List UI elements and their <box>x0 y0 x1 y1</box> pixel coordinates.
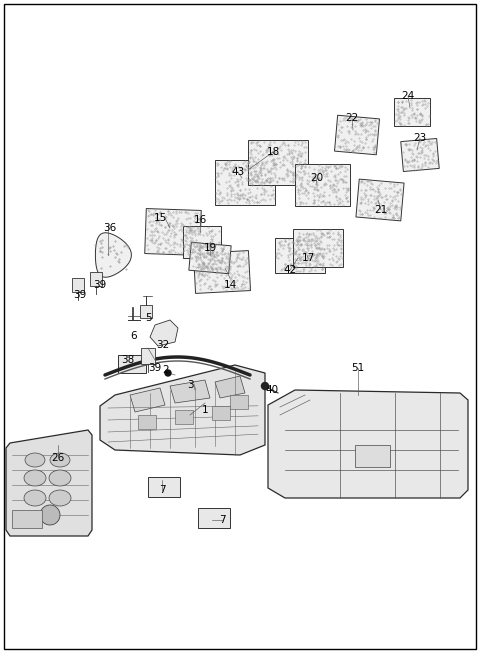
Text: 39: 39 <box>148 363 162 373</box>
Text: 1: 1 <box>202 405 208 415</box>
Text: 39: 39 <box>94 280 107 290</box>
Text: 23: 23 <box>413 133 427 143</box>
Bar <box>12 510 42 528</box>
Polygon shape <box>275 238 325 272</box>
Polygon shape <box>295 164 349 206</box>
Polygon shape <box>335 115 380 155</box>
Text: 40: 40 <box>265 385 278 395</box>
Polygon shape <box>293 229 343 267</box>
Polygon shape <box>183 226 221 258</box>
Text: 15: 15 <box>154 213 167 223</box>
Text: 5: 5 <box>144 313 151 323</box>
Bar <box>212 406 230 420</box>
Text: 24: 24 <box>401 91 415 101</box>
Bar <box>118 355 146 373</box>
Polygon shape <box>100 365 265 455</box>
Ellipse shape <box>49 490 71 506</box>
Polygon shape <box>215 159 275 204</box>
Polygon shape <box>150 320 178 346</box>
Text: 18: 18 <box>266 147 280 157</box>
Polygon shape <box>189 242 231 274</box>
Text: 26: 26 <box>51 453 65 463</box>
Text: 43: 43 <box>231 167 245 177</box>
Text: 38: 38 <box>121 355 134 365</box>
Bar <box>198 508 230 528</box>
Text: 20: 20 <box>311 173 324 183</box>
Polygon shape <box>141 348 155 364</box>
Polygon shape <box>145 208 201 255</box>
Polygon shape <box>140 305 152 318</box>
Ellipse shape <box>24 470 46 486</box>
Text: 32: 32 <box>156 340 169 350</box>
Bar <box>148 477 180 497</box>
Text: 14: 14 <box>223 280 237 290</box>
Text: 19: 19 <box>204 243 216 253</box>
Polygon shape <box>96 232 132 278</box>
Text: 42: 42 <box>283 265 297 275</box>
Polygon shape <box>268 390 468 498</box>
Polygon shape <box>170 380 210 403</box>
Polygon shape <box>401 138 439 172</box>
Circle shape <box>262 383 268 389</box>
Bar <box>175 410 193 424</box>
Polygon shape <box>356 179 404 221</box>
Circle shape <box>165 370 171 376</box>
Text: 6: 6 <box>131 331 137 341</box>
Polygon shape <box>72 278 84 292</box>
Polygon shape <box>90 272 102 286</box>
Polygon shape <box>215 376 245 398</box>
Text: 51: 51 <box>351 363 365 373</box>
Ellipse shape <box>25 453 45 467</box>
Text: 7: 7 <box>219 515 225 525</box>
Bar <box>355 445 390 467</box>
Circle shape <box>40 505 60 525</box>
Text: 36: 36 <box>103 223 117 233</box>
Polygon shape <box>193 251 251 293</box>
Polygon shape <box>248 140 308 185</box>
Ellipse shape <box>50 453 70 467</box>
Text: 22: 22 <box>346 113 359 123</box>
Polygon shape <box>130 388 165 412</box>
Polygon shape <box>394 98 430 126</box>
Text: 21: 21 <box>374 205 388 215</box>
Ellipse shape <box>49 470 71 486</box>
Text: 39: 39 <box>73 290 86 300</box>
Bar <box>138 415 156 429</box>
Polygon shape <box>6 430 92 536</box>
Text: 17: 17 <box>301 253 314 263</box>
Text: 16: 16 <box>193 215 206 225</box>
Text: 2: 2 <box>163 365 169 375</box>
Text: 7: 7 <box>159 485 165 495</box>
Text: 3: 3 <box>187 380 193 390</box>
Bar <box>230 395 248 409</box>
Ellipse shape <box>24 490 46 506</box>
